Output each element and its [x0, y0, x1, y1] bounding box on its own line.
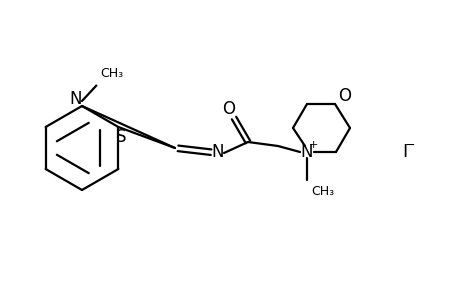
Text: N: N [70, 90, 82, 108]
Text: N: N [300, 143, 313, 161]
Text: O: O [222, 100, 235, 118]
Text: +: + [308, 140, 317, 150]
Text: I: I [402, 143, 407, 161]
Text: O: O [338, 87, 351, 105]
Text: N: N [211, 143, 224, 161]
Text: CH₃: CH₃ [100, 67, 123, 80]
Text: CH₃: CH₃ [310, 185, 333, 198]
Text: −: − [404, 139, 414, 152]
Text: S: S [116, 128, 126, 146]
